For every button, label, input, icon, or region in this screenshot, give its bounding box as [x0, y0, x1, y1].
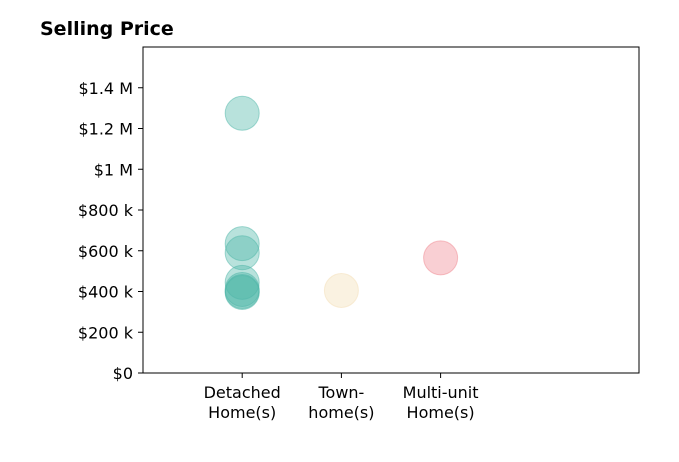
- chart-title: Selling Price: [40, 18, 174, 40]
- data-points: [224, 95, 459, 311]
- data-point: [224, 264, 260, 300]
- plot-frame: [142, 46, 640, 374]
- data-point: [423, 240, 459, 276]
- x-tick-label: Home(s): [407, 403, 475, 422]
- y-tick-label: $1 M: [94, 160, 133, 179]
- data-point: [224, 226, 260, 262]
- data-point: [323, 272, 359, 308]
- y-tick-label: $1.4 M: [78, 79, 133, 98]
- x-tick-label: Multi-unit: [403, 383, 479, 402]
- y-tick-label: $1.2 M: [78, 120, 133, 139]
- y-tick-label: $0: [113, 364, 133, 383]
- y-tick-label: $200 k: [78, 323, 134, 342]
- data-point: [224, 275, 260, 311]
- y-axis: $0 $200 k $400 k $600 k $800 k $1 M $1.2 M $1.4…: [78, 79, 143, 383]
- x-tick-label: home(s): [308, 403, 374, 422]
- x-tick-label: Town-: [317, 383, 364, 402]
- x-tick-label: Detached: [204, 383, 281, 402]
- x-tick-label: Home(s): [208, 403, 276, 422]
- x-axis: DetachedHome(s)Town-home(s)Multi-unitHom…: [204, 373, 479, 422]
- y-tick-label: $600 k: [78, 242, 134, 261]
- y-tick-label: $800 k: [78, 201, 134, 220]
- y-tick-label: $400 k: [78, 283, 134, 302]
- data-point: [224, 95, 260, 131]
- data-point: [224, 235, 260, 271]
